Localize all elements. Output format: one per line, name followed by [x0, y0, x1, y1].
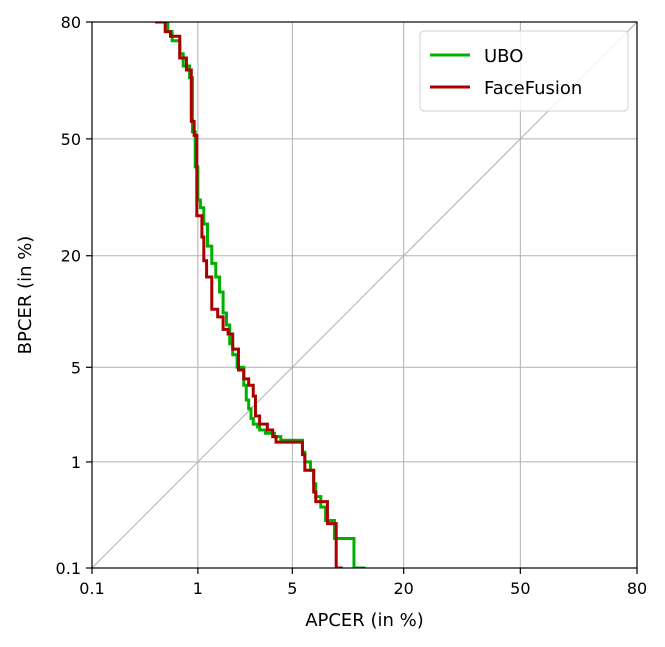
x-tick-label-1: 1 — [193, 579, 203, 598]
x-tick-label-4: 50 — [510, 579, 530, 598]
y-tick-label-4: 50 — [61, 130, 81, 149]
x-tick-label-3: 20 — [394, 579, 414, 598]
x-axis-label: APCER (in %) — [305, 610, 424, 631]
axes — [91, 21, 638, 569]
diagonal-line — [91, 21, 638, 569]
plot-frame — [91, 21, 638, 569]
series-line-facefusion — [155, 22, 343, 568]
x-tick-label-0: 0.1 — [79, 579, 104, 598]
y-tick-label-0: 0.1 — [56, 559, 81, 578]
legend-label-facefusion: FaceFusion — [484, 78, 582, 99]
legend-box — [419, 30, 629, 112]
y-tick-label-3: 20 — [61, 247, 81, 266]
y-axis-label: BPCER (in %) — [15, 236, 36, 355]
y-tick-label-5: 80 — [61, 13, 81, 32]
y-tick-label-2: 5 — [71, 358, 81, 377]
legend: UBO FaceFusion — [419, 30, 629, 112]
x-tick-label-5: 80 — [627, 579, 647, 598]
series-lines — [155, 22, 366, 568]
y-axis-ticks: 0.1 1 5 20 50 80 — [56, 13, 92, 578]
diagonal-reference — [91, 21, 638, 569]
x-axis-ticks: 0.1 1 5 20 50 80 — [79, 568, 647, 598]
legend-label-ubo: UBO — [484, 46, 523, 67]
y-tick-label-1: 1 — [71, 453, 81, 472]
x-tick-label-2: 5 — [287, 579, 297, 598]
series-line-ubo — [158, 22, 366, 568]
